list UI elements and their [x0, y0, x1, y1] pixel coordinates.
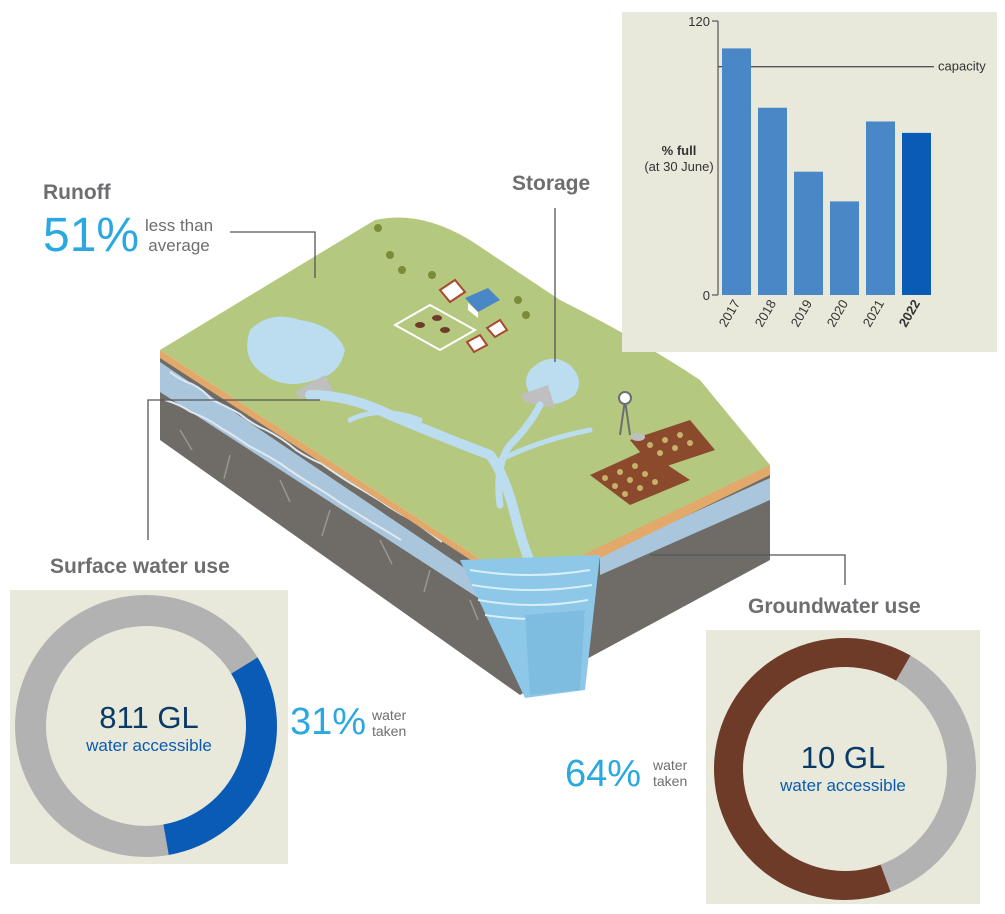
river-network [305, 390, 593, 590]
bar-axis: 0 120 % full(at 30 June) capacity [644, 14, 986, 303]
capacity-label: capacity [938, 59, 986, 74]
ground-taken-line2: taken [653, 773, 688, 789]
runoff-heading: Runoff [43, 181, 111, 204]
farm-buildings [438, 278, 509, 354]
bar-2020 [830, 201, 859, 295]
storage-heading: Storage [512, 172, 591, 195]
ground-taken-line1: water [653, 757, 688, 773]
surface-taken-line1: water [372, 707, 407, 723]
paddock [392, 303, 478, 352]
aquifer-band-left [160, 362, 500, 612]
surface-donut-chart [14, 595, 277, 857]
ground-taken-note: water taken [653, 757, 687, 789]
crop-fields [590, 420, 715, 505]
x-tick-label-2018: 2018 [752, 297, 779, 330]
surface-taken-note: water taken [372, 707, 406, 739]
x-tick-label-2017: 2017 [716, 297, 743, 330]
water-tank [631, 433, 645, 441]
dam-right [520, 385, 555, 408]
ground-donut-chart [714, 638, 976, 900]
runoff-note-line1: less than [145, 216, 214, 235]
groundwater-heading: Groundwater use [748, 595, 921, 618]
x-tick-label-2019: 2019 [788, 297, 815, 330]
gorge-front [525, 610, 585, 695]
ground-volume-label: water accessible [780, 776, 906, 795]
waterfall-streaks [469, 569, 593, 620]
leader-lines [147, 208, 846, 585]
y-axis-sublabel: (at 30 June) [644, 159, 713, 174]
surface-percent: 31% [290, 701, 367, 743]
surface-taken-line2: taken [372, 723, 407, 739]
bar-labels: 2017 2018 2019 2020 2021 2022 [716, 297, 923, 330]
runoff-note-line2: average [148, 236, 210, 255]
windmill [618, 391, 632, 436]
trees [374, 224, 530, 319]
bar-bars [722, 48, 931, 296]
bar-2021 [866, 121, 895, 295]
y-tick-label: 0 [703, 288, 710, 303]
aquifer-band-right [600, 478, 770, 575]
x-tick-label-2021: 2021 [860, 297, 887, 330]
soil-edge [160, 350, 520, 592]
y-axis-label: % full [662, 143, 697, 158]
cattle [415, 315, 450, 333]
runoff-percent: 51% [43, 209, 140, 262]
y-tick-label: 120 [688, 14, 710, 29]
ground-volume: 10 GL [800, 740, 886, 775]
rock-cracks-left [179, 429, 479, 621]
x-tick-label-2020: 2020 [824, 297, 851, 330]
surface-volume-label: water accessible [86, 736, 212, 755]
bar-2022 [902, 132, 931, 295]
ground-slice-remaining [880, 655, 976, 892]
ground-donut-center: 10 GL water accessible [706, 740, 980, 796]
surface-heading: Surface water use [50, 555, 230, 578]
surface-volume: 811 GL [99, 700, 199, 735]
reservoir-left [247, 316, 345, 384]
bar-2019 [794, 171, 823, 295]
surface-slice-taken [163, 657, 277, 856]
surface-donut-center: 811 GL water accessible [10, 700, 288, 756]
runoff-note: less than average [145, 216, 213, 256]
bar-2017 [722, 48, 751, 296]
x-tick-label-2022: 2022 [896, 297, 923, 330]
ground-slice-taken [714, 638, 911, 900]
ground-percent: 64% [565, 753, 642, 795]
bar-2018 [758, 107, 787, 296]
